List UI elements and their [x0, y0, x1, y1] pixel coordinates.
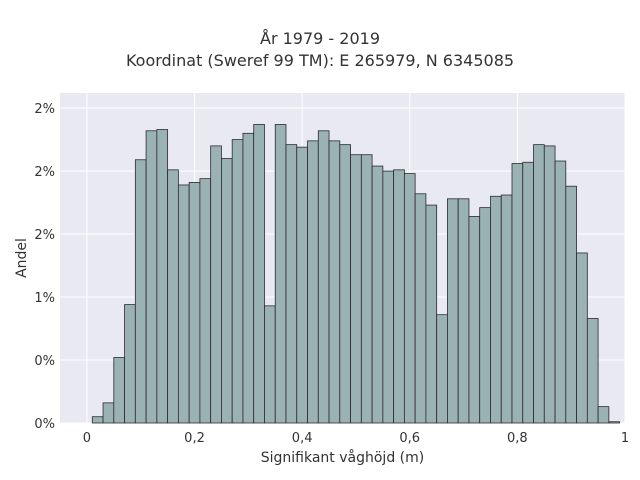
histogram-bar: [350, 154, 362, 424]
histogram-bar: [371, 165, 384, 424]
histogram-bar: [124, 304, 136, 424]
histogram-bar: [177, 184, 190, 424]
chart-title: År 1979 - 2019: [260, 29, 380, 48]
histogram-bar: [576, 252, 588, 424]
histogram-bar: [113, 357, 125, 424]
histogram-bar: [328, 140, 341, 424]
histogram-bar: [436, 314, 448, 424]
histogram-bar: [221, 158, 233, 424]
histogram-bar: [102, 402, 115, 424]
histogram-bar: [145, 130, 158, 424]
histogram-bar: [360, 154, 373, 424]
histogram-bar: [210, 145, 222, 424]
chart-title-block: År 1979 - 2019 Koordinat (Sweref 99 TM):…: [0, 28, 640, 72]
x-axis-label: Signifikant våghöjd (m): [261, 449, 424, 466]
x-tick-label: 0,2: [184, 431, 205, 446]
histogram-bar: [608, 421, 621, 424]
histogram-bar: [242, 132, 255, 424]
histogram-bar: [554, 160, 567, 424]
histogram-bar: [274, 124, 287, 424]
histogram-bars: [91, 124, 621, 424]
y-tick-label: 0%: [34, 417, 55, 432]
histogram-bar: [565, 185, 577, 424]
histogram-bar: [91, 416, 104, 424]
x-axis-ticks: 0 0,2 0,4 0,6 0,8 1: [83, 431, 629, 446]
histogram-bar: [533, 144, 545, 424]
x-tick-label: 1: [621, 431, 629, 446]
histogram-bar: [134, 159, 147, 424]
y-tick-label: 2%: [34, 228, 55, 243]
histogram-bar: [339, 144, 351, 424]
y-tick-label: 0%: [34, 354, 55, 369]
histogram-bar: [317, 130, 330, 424]
histogram-bar: [382, 170, 395, 424]
x-tick-label: 0,8: [507, 431, 528, 446]
histogram-bar: [500, 194, 513, 424]
histogram-bar: [511, 163, 524, 424]
histogram-bar: [307, 140, 319, 424]
histogram-bar: [468, 216, 481, 424]
y-tick-label: 2%: [34, 165, 55, 180]
histogram-bar: [543, 145, 556, 424]
histogram-bar: [414, 193, 427, 424]
y-axis-ticks: 0% 0% 1% 2% 2% 2%: [34, 102, 55, 432]
x-tick-label: 0,6: [399, 431, 420, 446]
histogram-bar: [425, 204, 438, 424]
histogram-bar: [167, 169, 179, 424]
histogram-bar: [188, 182, 201, 424]
histogram-bar: [285, 144, 298, 424]
histogram-bar: [457, 198, 470, 424]
histogram-bar: [447, 198, 459, 424]
histogram-bar: [231, 139, 244, 424]
y-tick-label: 2%: [34, 102, 55, 117]
histogram-bar: [490, 195, 502, 424]
histogram-bar: [522, 161, 534, 424]
histogram-bar: [586, 318, 599, 424]
y-tick-label: 1%: [34, 291, 55, 306]
histogram-bar: [393, 169, 405, 424]
histogram-bar: [403, 173, 416, 424]
histogram-bar: [253, 124, 265, 424]
histogram-bar: [156, 129, 169, 424]
y-axis-label: Andel: [14, 238, 30, 278]
histogram-bar: [296, 146, 308, 424]
chart-subtitle: Koordinat (Sweref 99 TM): E 265979, N 63…: [125, 51, 515, 70]
histogram-bar: [479, 207, 491, 424]
x-tick-label: 0: [83, 431, 91, 446]
histogram-bar: [199, 178, 212, 424]
histogram-bar: [597, 406, 610, 424]
x-tick-label: 0,4: [292, 431, 313, 446]
histogram-bar: [264, 305, 276, 424]
